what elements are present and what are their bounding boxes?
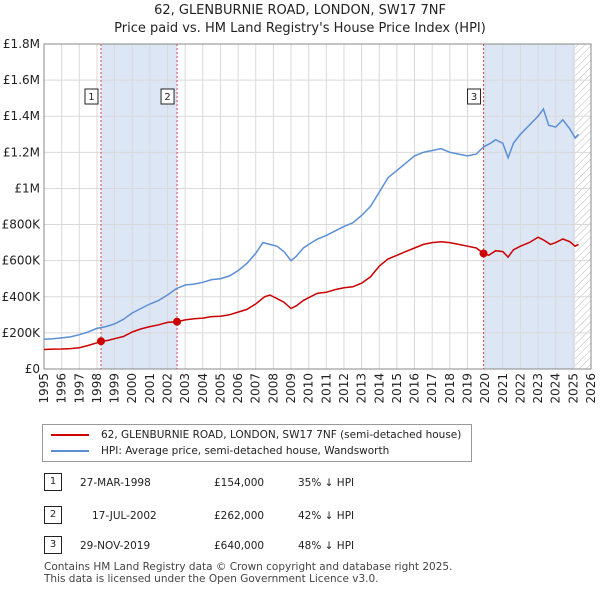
transaction-date: 27-MAR-1998 xyxy=(80,477,151,489)
chart-subtitle: Price paid vs. HM Land Registry's House … xyxy=(114,21,486,36)
x-tick-label: 2014 xyxy=(372,373,386,404)
sale-point xyxy=(173,317,182,326)
chart-legend: 62, GLENBURNIE ROAD, LONDON, SW17 7NF (s… xyxy=(42,424,472,462)
transaction-number: 1 xyxy=(44,473,62,491)
x-tick-label: 2022 xyxy=(513,373,527,404)
y-tick-label: £1.8M xyxy=(3,37,40,51)
attribution-line-2: This data is licensed under the Open Gov… xyxy=(44,573,379,585)
x-tick-label: 2020 xyxy=(478,373,492,404)
x-tick-label: 2004 xyxy=(196,373,210,404)
x-tick-label: 2013 xyxy=(355,373,369,404)
x-tick-label: 2015 xyxy=(390,373,404,404)
transaction-date: 17-JUL-2002 xyxy=(92,510,157,522)
x-tick-label: 1998 xyxy=(90,373,104,404)
y-tick-label: £800K xyxy=(2,218,42,232)
transaction-hpi-diff: 35% ↓ HPI xyxy=(298,477,355,489)
transaction-number: 3 xyxy=(44,536,62,554)
x-tick-label: 2010 xyxy=(302,373,316,404)
x-tick-label: 2025 xyxy=(566,373,580,404)
legend-swatch-hpi xyxy=(51,450,89,452)
sale-marker-label: 1 xyxy=(88,92,94,103)
y-tick-label: £1.6M xyxy=(3,73,40,87)
legend-label-property: 62, GLENBURNIE ROAD, LONDON, SW17 7NF (s… xyxy=(101,429,462,441)
y-tick-label: £0 xyxy=(25,362,40,376)
attribution-line-1: Contains HM Land Registry data © Crown c… xyxy=(44,561,453,573)
x-tick-label: 2016 xyxy=(408,373,422,404)
transaction-row: 1 27-MAR-1998 £154,000 35% ↓ HPI xyxy=(0,473,600,493)
hpi-line xyxy=(43,107,580,340)
transaction-price: £262,000 xyxy=(214,510,265,522)
x-tick-label: 2024 xyxy=(549,373,563,404)
transaction-hpi-diff: 42% ↓ HPI xyxy=(298,510,355,522)
sale-marker-box xyxy=(160,88,175,105)
y-tick-label: £1.2M xyxy=(3,145,40,159)
x-tick-label: 2002 xyxy=(161,373,175,404)
x-tick-label: 2001 xyxy=(143,373,157,404)
legend-label-hpi: HPI: Average price, semi-detached house,… xyxy=(101,445,390,457)
x-tick-label: 1995 xyxy=(37,373,51,404)
transaction-row: 2 17-JUL-2002 £262,000 42% ↓ HPI xyxy=(0,506,600,526)
plot-frame xyxy=(43,43,592,370)
sale-marker-label: 3 xyxy=(471,92,477,103)
x-tick-label: 2006 xyxy=(231,373,245,404)
x-tick-label: 2005 xyxy=(213,373,227,404)
x-tick-label: 2023 xyxy=(531,373,545,404)
sale-marker-box xyxy=(84,88,99,105)
transaction-row: 3 29-NOV-2019 £640,000 48% ↓ HPI xyxy=(0,536,600,556)
sale-point xyxy=(479,249,488,258)
sale-point xyxy=(96,337,105,346)
transaction-price: £154,000 xyxy=(214,477,265,489)
transaction-hpi-diff: 48% ↓ HPI xyxy=(298,540,355,552)
transaction-price: £640,000 xyxy=(214,540,265,552)
x-tick-label: 2007 xyxy=(249,373,263,404)
x-tick-label: 2008 xyxy=(266,373,280,404)
x-tick-label: 2003 xyxy=(178,373,192,404)
y-tick-label: £1.4M xyxy=(3,109,40,123)
y-tick-label: £1M xyxy=(14,181,40,195)
ownership-period-shade xyxy=(483,44,576,369)
forecast-hatch xyxy=(575,44,591,369)
y-tick-label: £400K xyxy=(2,290,42,304)
price-chart: £0 £200K £400K £600K £800K £1M £1.2M £1.4M £1.6M… xyxy=(2,37,598,404)
sale-marker-box xyxy=(467,88,482,105)
transaction-number: 2 xyxy=(44,506,62,524)
sale-marker-label: 2 xyxy=(164,92,170,103)
x-tick-label: 2019 xyxy=(460,373,474,404)
attribution: Contains HM Land Registry data © Crown c… xyxy=(44,561,452,585)
x-tick-label: 2026 xyxy=(584,373,598,404)
x-tick-label: 2009 xyxy=(284,373,298,404)
x-tick-label: 2017 xyxy=(425,373,439,404)
x-tick-label: 2012 xyxy=(337,373,351,404)
x-tick-label: 1997 xyxy=(72,373,86,404)
x-tick-label: 1996 xyxy=(55,373,69,404)
transaction-date: 29-NOV-2019 xyxy=(80,540,151,552)
x-tick-label: 2000 xyxy=(125,373,139,404)
chart-title: 62, GLENBURNIE ROAD, LONDON, SW17 7NF xyxy=(154,3,446,18)
legend-swatch-property xyxy=(51,434,89,436)
y-tick-label: £200K xyxy=(2,326,42,340)
x-tick-label: 2021 xyxy=(496,373,510,404)
y-tick-label: £600K xyxy=(2,254,42,268)
x-tick-label: 1999 xyxy=(108,373,122,404)
property-price-line xyxy=(43,236,579,351)
x-tick-label: 2018 xyxy=(443,373,457,404)
x-tick-label: 2011 xyxy=(319,373,333,404)
